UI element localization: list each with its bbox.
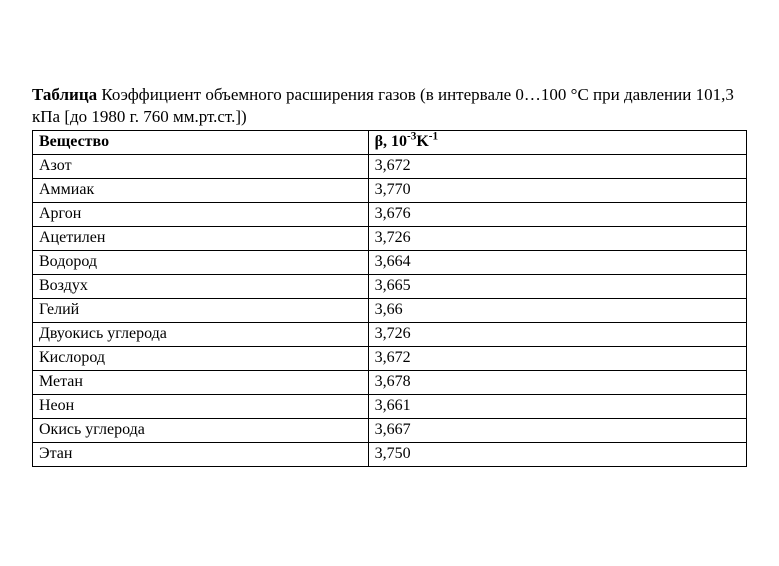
table-row: Азот 3,672 bbox=[33, 154, 747, 178]
table-row: Гелий 3,66 bbox=[33, 298, 747, 322]
cell-substance: Двуокись углерода bbox=[33, 322, 369, 346]
caption-label: Таблица bbox=[32, 85, 97, 104]
page: Таблица Коэффициент объемного расширения… bbox=[0, 0, 779, 566]
col-header-beta: β, 10-3K-1 bbox=[368, 130, 746, 154]
table-row: Двуокись углерода 3,726 bbox=[33, 322, 747, 346]
cell-substance: Окись углерода bbox=[33, 418, 369, 442]
table-row: Водород 3,664 bbox=[33, 250, 747, 274]
cell-substance: Метан bbox=[33, 370, 369, 394]
table-header-row: Вещество β, 10-3K-1 bbox=[33, 130, 747, 154]
table-row: Этан 3,750 bbox=[33, 442, 747, 466]
cell-substance: Гелий bbox=[33, 298, 369, 322]
cell-value: 3,664 bbox=[368, 250, 746, 274]
table-row: Метан 3,678 bbox=[33, 370, 747, 394]
cell-value: 3,750 bbox=[368, 442, 746, 466]
table-row: Аргон 3,676 bbox=[33, 202, 747, 226]
cell-substance: Водород bbox=[33, 250, 369, 274]
cell-value: 3,726 bbox=[368, 322, 746, 346]
cell-value: 3,676 bbox=[368, 202, 746, 226]
cell-value: 3,665 bbox=[368, 274, 746, 298]
cell-value: 3,678 bbox=[368, 370, 746, 394]
table-body: Азот 3,672 Аммиак 3,770 Аргон 3,676 Ацет… bbox=[33, 154, 747, 466]
cell-substance: Кислород bbox=[33, 346, 369, 370]
cell-value: 3,672 bbox=[368, 346, 746, 370]
table-caption: Таблица Коэффициент объемного расширения… bbox=[32, 84, 747, 128]
cell-substance: Неон bbox=[33, 394, 369, 418]
col-header-substance: Вещество bbox=[33, 130, 369, 154]
cell-substance: Аргон bbox=[33, 202, 369, 226]
table-row: Кислород 3,672 bbox=[33, 346, 747, 370]
cell-value: 3,672 bbox=[368, 154, 746, 178]
table-row: Воздух 3,665 bbox=[33, 274, 747, 298]
table-row: Окись углерода 3,667 bbox=[33, 418, 747, 442]
table-row: Неон 3,661 bbox=[33, 394, 747, 418]
cell-substance: Аммиак bbox=[33, 178, 369, 202]
caption-text: Коэффициент объемного расширения газов (… bbox=[32, 85, 734, 126]
cell-value: 3,770 bbox=[368, 178, 746, 202]
cell-value: 3,726 bbox=[368, 226, 746, 250]
table-row: Ацетилен 3,726 bbox=[33, 226, 747, 250]
gas-expansion-table: Вещество β, 10-3K-1 Азот 3,672 Аммиак 3,… bbox=[32, 130, 747, 467]
cell-value: 3,667 bbox=[368, 418, 746, 442]
table-row: Аммиак 3,770 bbox=[33, 178, 747, 202]
cell-substance: Азот bbox=[33, 154, 369, 178]
cell-substance: Этан bbox=[33, 442, 369, 466]
cell-substance: Воздух bbox=[33, 274, 369, 298]
cell-value: 3,66 bbox=[368, 298, 746, 322]
cell-value: 3,661 bbox=[368, 394, 746, 418]
cell-substance: Ацетилен bbox=[33, 226, 369, 250]
